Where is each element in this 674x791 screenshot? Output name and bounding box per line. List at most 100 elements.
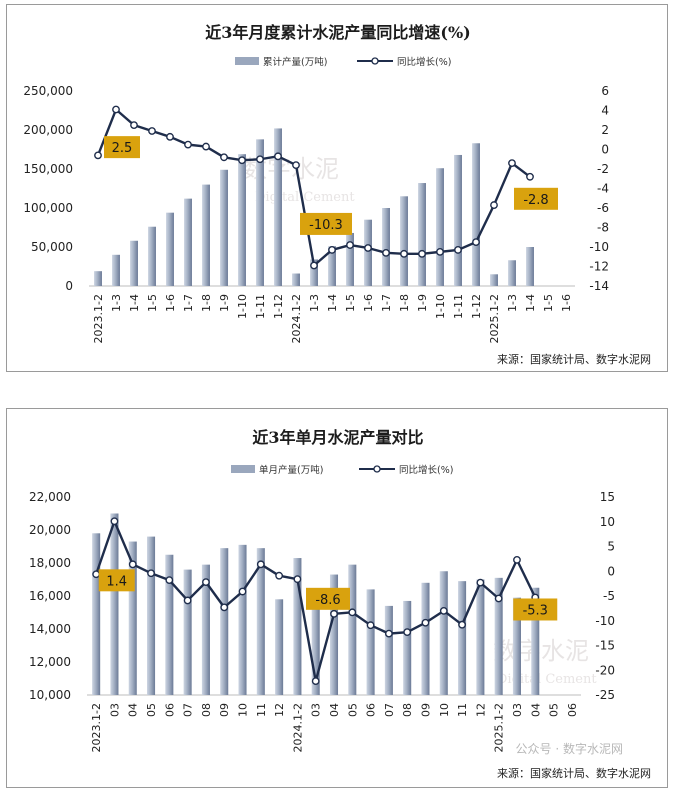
bar	[92, 533, 101, 695]
cumulative-chart: 近3年月度累计水泥产量同比增速(%) 累计产量(万吨) 同比增长(%) 数字水泥…	[23, 23, 651, 366]
data-label: 2.5	[112, 141, 133, 156]
x-tick-label: 04	[529, 703, 542, 717]
y-left-tick-label: 200,000	[23, 123, 73, 137]
line-point	[256, 155, 264, 164]
line-point	[458, 620, 466, 629]
line-point	[476, 578, 485, 587]
x-tick-label: 1-4	[326, 294, 339, 312]
line-point	[454, 246, 462, 254]
line-point	[436, 247, 444, 256]
y-right-tick-label: 5	[607, 540, 615, 554]
bar	[508, 260, 516, 286]
x-tick-label: 10	[237, 703, 250, 717]
bar	[112, 254, 120, 286]
line-point	[472, 238, 480, 247]
bar	[201, 564, 210, 695]
x-tick-label: 03	[310, 703, 323, 717]
chart-title: 近3年月度累计水泥产量同比增速(%)	[205, 23, 470, 42]
x-tick-label: 06	[566, 703, 579, 717]
bar	[436, 168, 444, 286]
legend-bar-swatch	[231, 465, 255, 473]
legend: 累计产量(万吨) 同比增长(%)	[235, 56, 451, 68]
y-right-tick-label: -2	[597, 162, 609, 176]
x-tick-label: 1-3	[308, 294, 321, 312]
y-right-tick-label: -20	[595, 663, 615, 677]
line-point	[293, 575, 302, 584]
line-point	[384, 629, 393, 638]
line-point	[274, 152, 282, 161]
y-right-tick-label: 15	[600, 490, 615, 504]
bar	[128, 541, 137, 695]
x-tick-label: 11	[255, 703, 268, 717]
line-point	[348, 608, 357, 617]
y-left-tick-label: 0	[65, 279, 73, 293]
y-right-tick-label: 0	[601, 143, 609, 157]
growth-line	[96, 108, 531, 267]
line-point	[183, 596, 192, 605]
bar	[348, 564, 357, 695]
x-tick-label: 1-3	[110, 294, 123, 312]
x-tick-label: 2023.1-2	[90, 703, 103, 752]
watermark-cn: 数字水泥	[493, 637, 589, 665]
x-tick-label: 1-7	[380, 294, 393, 312]
bar	[292, 273, 300, 286]
x-tick-label: 11	[456, 703, 469, 717]
x-tick-label: 04	[328, 703, 341, 717]
data-label: -10.3	[309, 218, 343, 233]
y-right-tick-label: -4	[597, 182, 609, 196]
line-point	[202, 142, 210, 151]
x-tick-label: 1-12	[272, 294, 285, 319]
x-tick-label: 07	[383, 703, 396, 717]
bar	[202, 184, 210, 286]
line-point	[310, 261, 318, 270]
line-point	[526, 172, 534, 181]
legend-line-label: 同比增长(%)	[397, 56, 451, 68]
x-tick-label: 2025.1-2	[493, 703, 506, 752]
chart-title: 近3年单月水泥产量对比	[252, 428, 423, 447]
x-tick-label: 1-9	[218, 294, 231, 312]
line-point	[292, 161, 300, 170]
bar	[382, 208, 390, 286]
line-point	[238, 156, 246, 165]
x-tick-label: 1-12	[470, 294, 483, 319]
y-left-tick-label: 100,000	[23, 201, 73, 215]
y-left-tick-label: 16,000	[29, 589, 71, 603]
bar	[418, 183, 426, 286]
wechat-tag: 公众号 · 数字水泥网	[516, 741, 623, 756]
legend-bar-label: 累计产量(万吨)	[263, 56, 327, 68]
line-point	[165, 576, 174, 585]
data-label-box	[104, 136, 140, 159]
line-point	[513, 555, 521, 564]
y-right-tick-label: -6	[597, 201, 609, 215]
line-point	[166, 132, 174, 141]
x-tick-label: 1-9	[416, 294, 429, 312]
x-tick-label: 1-6	[362, 294, 375, 312]
line-point	[421, 618, 430, 627]
bar	[384, 605, 393, 695]
line-point	[92, 570, 101, 579]
y-left-tick-label: 14,000	[29, 622, 71, 636]
bar	[256, 139, 264, 286]
data-label-box	[306, 587, 350, 610]
y-left-tick-label: 50,000	[31, 240, 73, 254]
source-note: 来源：国家统计局、数字水泥网	[497, 766, 651, 780]
y-right-tick-label: -25	[595, 688, 615, 702]
bar	[148, 226, 156, 286]
x-tick-label: 1-7	[182, 294, 195, 312]
source-note: 来源：国家统计局、数字水泥网	[497, 352, 651, 366]
y-left-tick-label: 18,000	[29, 556, 71, 570]
x-tick-label: 1-5	[344, 294, 357, 312]
line-point	[311, 677, 320, 686]
line-point	[494, 594, 503, 603]
line-point	[202, 578, 210, 587]
x-tick-label: 10	[438, 703, 451, 717]
data-label: -5.3	[523, 603, 548, 618]
bar	[512, 597, 521, 695]
bar	[256, 548, 265, 695]
bar	[165, 554, 174, 695]
y-right-tick-label: 10	[600, 515, 615, 529]
line-point	[147, 569, 155, 578]
line-point	[220, 153, 228, 162]
y-left-tick-label: 22,000	[29, 490, 71, 504]
bar	[275, 599, 284, 695]
